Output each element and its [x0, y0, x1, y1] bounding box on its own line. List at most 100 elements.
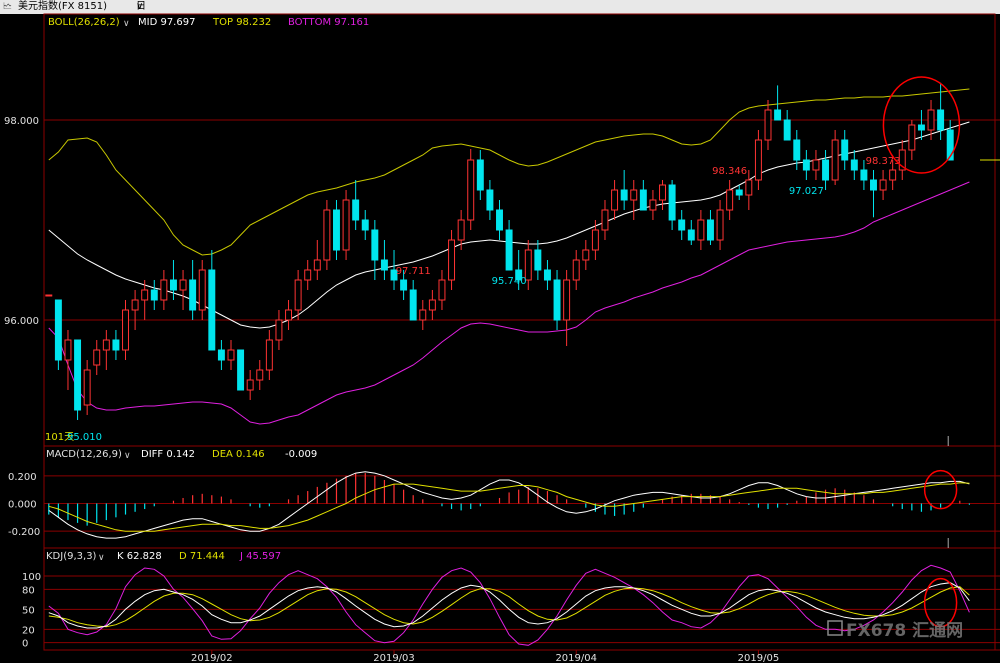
candle-body — [812, 159, 820, 171]
boll-legend-name: BOLL(26,26,2) — [48, 17, 120, 28]
candle — [131, 290, 139, 330]
macd-dea-label: DEA 0.146 — [212, 449, 265, 460]
candle-body — [793, 139, 801, 161]
candle — [726, 180, 734, 220]
candle — [802, 150, 810, 180]
candle — [553, 270, 561, 330]
candle — [390, 250, 398, 290]
candle — [93, 340, 101, 375]
price-annotation: 97.027 — [789, 186, 824, 197]
candle-body — [448, 239, 456, 281]
candle-body — [150, 289, 158, 301]
candle-body — [534, 249, 542, 271]
candle — [812, 150, 820, 180]
candle-body — [937, 109, 945, 131]
candle-body — [237, 349, 245, 391]
candle-body — [706, 219, 714, 241]
candle — [687, 220, 695, 245]
candle-body — [802, 159, 810, 171]
candle-body — [428, 299, 436, 311]
candle — [917, 110, 925, 140]
candle-body — [611, 189, 619, 211]
candle — [659, 180, 666, 210]
chevron-down-icon[interactable]: ∨ — [98, 553, 105, 563]
low-value-label: 95.010 — [67, 432, 102, 443]
candle — [189, 260, 197, 320]
candle — [601, 200, 609, 240]
candle — [352, 180, 360, 230]
candle-body — [198, 269, 206, 311]
candle-body — [112, 339, 120, 351]
candle-body — [572, 259, 580, 281]
candle — [927, 100, 935, 140]
candle-body — [333, 209, 340, 251]
price-annotation: 98.346 — [712, 166, 747, 177]
candle-body — [64, 339, 72, 361]
price-annotation: 97.711 — [396, 266, 431, 277]
candle-body — [908, 124, 916, 151]
candle-body — [716, 209, 724, 241]
candle — [400, 270, 408, 300]
candle-body — [745, 179, 753, 196]
candle-body — [591, 229, 599, 251]
candle-body — [400, 279, 408, 291]
candle-body — [342, 199, 350, 251]
candle-body — [131, 299, 139, 311]
macd-value-label: -0.009 — [285, 449, 317, 460]
candle — [208, 250, 216, 351]
candle — [467, 149, 475, 230]
candle-body — [141, 289, 149, 301]
candle-body — [74, 339, 82, 411]
candle — [774, 85, 782, 121]
watermark: FX678 汇通网 — [827, 620, 963, 641]
candle — [543, 260, 551, 290]
candle-body — [323, 209, 331, 261]
period-label: 日线 — [136, 1, 146, 26]
y-tick-label: 20 — [22, 625, 35, 636]
candle-body — [361, 219, 369, 231]
candle — [476, 150, 484, 200]
kdj-d-label: D 71.444 — [179, 551, 225, 562]
candle — [534, 240, 542, 280]
candle — [822, 150, 830, 190]
candle-body — [45, 294, 53, 297]
candle — [735, 185, 743, 200]
macd-diff-label: DIFF 0.142 — [141, 449, 195, 460]
candle-body — [169, 279, 177, 291]
candle-body — [217, 349, 225, 361]
boll-mid-label: MID 97.697 — [138, 17, 195, 28]
candle — [313, 240, 321, 280]
chevron-down-icon[interactable]: ∨ — [123, 19, 130, 29]
candle-body — [83, 369, 91, 406]
macd-legend-name: MACD(12,26,9) — [46, 449, 122, 460]
candle-body — [870, 179, 877, 191]
chart-frame — [43, 13, 1000, 651]
chevron-down-icon[interactable]: ∨ — [124, 451, 131, 461]
kdj-k-label: K 62.828 — [117, 551, 162, 562]
candle-body — [678, 219, 686, 231]
candle-body — [898, 149, 906, 171]
candle — [630, 180, 638, 220]
title-bar: 🗠 美元指数(FX 8151) 日线 ∨ — [0, 0, 1000, 26]
candle — [486, 180, 494, 220]
candle — [572, 250, 580, 290]
candle-body — [563, 279, 571, 321]
candle-body — [409, 289, 417, 321]
candle-body — [93, 349, 101, 366]
candle-body — [476, 159, 484, 191]
candle-body — [668, 184, 676, 221]
candle — [754, 130, 762, 190]
candle-body — [352, 199, 360, 221]
candle — [649, 190, 657, 220]
highlight-circle — [923, 469, 958, 510]
candle — [102, 330, 110, 370]
candle — [946, 120, 954, 161]
candle — [294, 270, 302, 320]
price-pane: 98.000 96.000 98.373 98.346 97.711 97.027 95.7… — [4, 76, 1000, 446]
candle-body — [659, 184, 666, 201]
window-title: 美元指数(FX 8151) — [18, 1, 108, 12]
candle-body — [390, 269, 398, 281]
kdj-pane: 100 80 50 20 0 — [22, 564, 1000, 650]
candle-body — [515, 269, 523, 281]
